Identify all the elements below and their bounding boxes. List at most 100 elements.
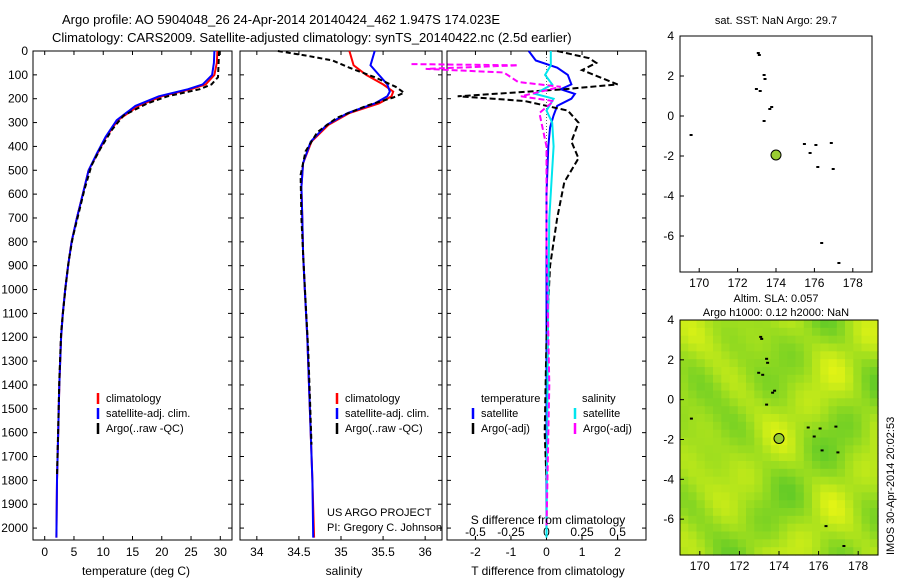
heat-cell: [861, 492, 871, 501]
heat-cell: [787, 406, 797, 415]
heat-cell: [696, 320, 706, 329]
heat-cell: [787, 327, 797, 337]
heat-cell: [787, 539, 797, 548]
heat-cell: [754, 367, 764, 376]
heat-cell: [713, 515, 722, 525]
heat-cell: [812, 414, 821, 423]
heat-cell: [737, 453, 747, 462]
heat-cell: [779, 531, 788, 540]
heat-cell: [688, 351, 698, 360]
heat-cell: [688, 468, 698, 478]
y-tick-label: 1100: [2, 306, 28, 320]
heat-cell: [869, 484, 879, 493]
heat-cell: [836, 351, 846, 360]
heat-cell: [853, 539, 863, 548]
heat-cell: [770, 476, 780, 486]
island-dot: [837, 262, 841, 264]
heat-cell: [713, 359, 722, 368]
heat-cell: [737, 484, 747, 493]
heat-cell: [737, 476, 747, 486]
x-tick-label: 170: [689, 276, 709, 290]
heat-cell: [688, 500, 698, 509]
heat-cell: [820, 468, 830, 478]
salinity-xlabel: salinity: [326, 564, 363, 578]
heat-cell: [754, 531, 764, 540]
heat-cell: [828, 421, 838, 431]
heat-cell: [770, 508, 780, 517]
heat-cell: [737, 374, 747, 384]
heat-cell: [836, 476, 846, 486]
heat-cell: [795, 351, 805, 360]
heat-cell: [746, 398, 755, 407]
heat-cell: [688, 327, 698, 337]
heat-cell: [713, 367, 722, 376]
island-dot: [754, 88, 758, 90]
y-tick-label: 1600: [1, 426, 28, 440]
heat-cell: [696, 390, 706, 399]
heat-cell: [787, 359, 797, 368]
heat-cell: [861, 476, 871, 486]
heat-cell: [787, 492, 797, 501]
heat-cell: [721, 374, 731, 384]
heat-cell: [820, 476, 830, 486]
heat-cell: [696, 476, 706, 486]
heat-cell: [704, 523, 714, 533]
heat-cell: [845, 515, 854, 525]
heat-cell: [779, 359, 788, 368]
heat-cell: [737, 327, 747, 337]
heat-cell: [795, 335, 805, 345]
heat-cell: [853, 476, 863, 486]
heat-cell: [729, 476, 739, 486]
heat-cell: [704, 531, 714, 540]
heat-cell: [828, 327, 838, 337]
heat-cell: [803, 327, 813, 337]
heat-cell: [845, 476, 854, 486]
heat-cell: [828, 382, 838, 392]
heat-cell: [721, 476, 731, 486]
heat-cell: [762, 390, 772, 399]
heat-cell: [828, 476, 838, 486]
heat-cell: [836, 508, 846, 517]
heat-cell: [795, 374, 805, 384]
heat-cell: [820, 429, 830, 439]
x-tick-label: 0: [41, 545, 48, 559]
heat-cell: [688, 531, 698, 540]
heat-cell: [746, 523, 755, 533]
heat-cell: [803, 453, 813, 462]
heat-cell: [680, 461, 689, 470]
heat-cell: [770, 382, 780, 392]
heat-cell: [762, 398, 772, 407]
x-tick-label: 176: [804, 276, 824, 290]
heat-cell: [828, 335, 838, 345]
heat-cell: [729, 437, 739, 446]
heat-cell: [770, 335, 780, 345]
heat-cell: [713, 320, 722, 329]
heat-cell: [787, 484, 797, 493]
heat-cell: [721, 406, 731, 415]
series-line-3: [411, 63, 561, 529]
heat-cell: [845, 359, 854, 368]
y-tick-label: 1300: [1, 354, 28, 368]
heat-cell: [713, 437, 722, 446]
heat-cell: [820, 414, 830, 423]
heat-cell: [704, 382, 714, 392]
heat-cell: [787, 461, 797, 470]
heat-cell: [754, 468, 764, 478]
heat-cell: [680, 508, 689, 517]
heat-cell: [803, 547, 813, 556]
heat-cell: [721, 437, 731, 446]
heat-cell: [721, 327, 731, 337]
heat-cell: [820, 374, 830, 384]
heat-cell: [861, 359, 871, 368]
heat-cell: [754, 445, 764, 454]
heat-cell: [770, 351, 780, 360]
heat-cell: [869, 320, 879, 329]
heat-cell: [754, 390, 764, 399]
heat-cell: [713, 351, 722, 360]
heat-cell: [861, 437, 871, 446]
heat-cell: [762, 406, 772, 415]
heat-cell: [828, 343, 838, 352]
y-tick-label: 1900: [1, 497, 28, 511]
y-tick-label: -2: [663, 432, 674, 446]
heat-cell: [779, 367, 788, 376]
